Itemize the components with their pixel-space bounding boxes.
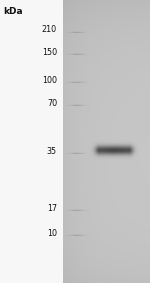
Text: 100: 100 [42,76,57,85]
Text: 150: 150 [42,48,57,57]
Text: kDa: kDa [3,7,23,16]
Text: 17: 17 [47,203,57,213]
Text: 210: 210 [42,25,57,34]
Text: 10: 10 [47,229,57,238]
Text: 70: 70 [47,99,57,108]
Text: 35: 35 [47,147,57,156]
